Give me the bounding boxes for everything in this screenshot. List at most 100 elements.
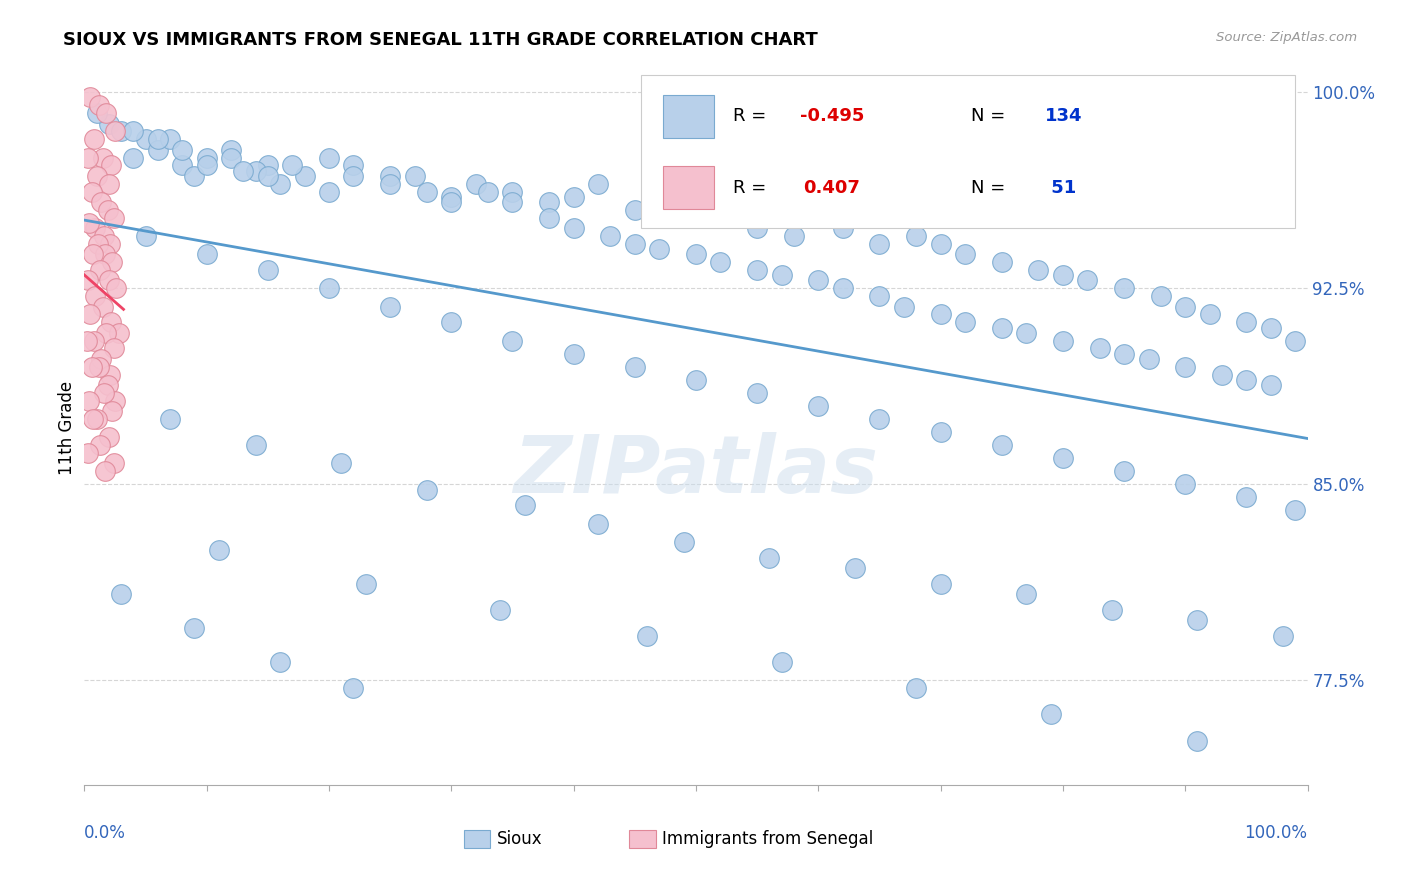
Point xyxy=(84,289,107,303)
Point xyxy=(87,236,110,251)
Point xyxy=(991,438,1014,452)
Text: N =: N = xyxy=(972,178,1011,196)
Point xyxy=(77,216,100,230)
Point xyxy=(135,132,157,146)
Point xyxy=(709,195,731,210)
FancyBboxPatch shape xyxy=(664,166,714,209)
Point xyxy=(83,132,105,146)
Point xyxy=(77,273,100,287)
Point xyxy=(489,603,512,617)
Point xyxy=(747,263,769,277)
Point xyxy=(354,576,377,591)
Point xyxy=(1236,315,1258,329)
Point xyxy=(318,185,340,199)
Point xyxy=(86,169,108,183)
Point xyxy=(90,195,112,210)
Point xyxy=(122,124,145,138)
Point xyxy=(807,273,830,287)
Point xyxy=(513,498,536,512)
Text: SIOUX VS IMMIGRANTS FROM SENEGAL 11TH GRADE CORRELATION CHART: SIOUX VS IMMIGRANTS FROM SENEGAL 11TH GR… xyxy=(63,31,818,49)
Point xyxy=(97,202,120,217)
Point xyxy=(672,534,695,549)
Point xyxy=(905,229,928,244)
Point xyxy=(1137,351,1160,366)
Point xyxy=(1076,273,1098,287)
Point xyxy=(1101,603,1123,617)
Point xyxy=(747,221,769,235)
Point xyxy=(685,247,707,261)
Point xyxy=(257,158,280,172)
Point xyxy=(599,229,621,244)
Point xyxy=(172,143,194,157)
Point xyxy=(195,151,218,165)
Point xyxy=(80,359,103,374)
Point xyxy=(477,185,499,199)
Point xyxy=(1039,707,1062,722)
Point xyxy=(929,236,952,251)
Point xyxy=(91,300,114,314)
Point xyxy=(107,326,129,340)
Point xyxy=(1284,503,1306,517)
Point xyxy=(208,542,231,557)
Y-axis label: 11th Grade: 11th Grade xyxy=(58,381,76,475)
Point xyxy=(1260,320,1282,334)
Point xyxy=(562,346,585,360)
Point xyxy=(1211,368,1233,382)
Point xyxy=(87,98,110,112)
Point xyxy=(685,211,707,225)
Point xyxy=(1088,342,1111,356)
Point xyxy=(110,124,132,138)
Point xyxy=(1015,326,1038,340)
Point xyxy=(159,132,181,146)
Point xyxy=(77,446,100,460)
FancyBboxPatch shape xyxy=(628,830,655,847)
Point xyxy=(257,169,280,183)
Point xyxy=(991,255,1014,269)
Text: Source: ZipAtlas.com: Source: ZipAtlas.com xyxy=(1216,31,1357,45)
Point xyxy=(89,263,111,277)
Point xyxy=(1174,300,1197,314)
Point xyxy=(1187,613,1209,627)
Point xyxy=(380,300,402,314)
Point xyxy=(440,195,463,210)
FancyBboxPatch shape xyxy=(641,75,1295,228)
Point xyxy=(538,195,561,210)
Point xyxy=(269,655,291,669)
Point xyxy=(104,393,127,408)
Point xyxy=(87,359,110,374)
Point xyxy=(79,308,101,322)
Point xyxy=(807,211,830,225)
Point xyxy=(953,315,976,329)
Point xyxy=(195,158,218,172)
Point xyxy=(94,247,117,261)
Text: R =: R = xyxy=(733,178,772,196)
Point xyxy=(929,576,952,591)
Point xyxy=(905,681,928,696)
Point xyxy=(636,629,658,643)
Point xyxy=(294,169,316,183)
Point xyxy=(1174,477,1197,491)
Point xyxy=(648,242,671,256)
Point xyxy=(1187,733,1209,747)
Point xyxy=(245,438,267,452)
Point xyxy=(159,412,181,426)
Point xyxy=(342,169,364,183)
Point xyxy=(86,412,108,426)
Point xyxy=(342,158,364,172)
Point xyxy=(101,255,124,269)
Point xyxy=(146,132,169,146)
Point xyxy=(416,483,439,497)
Point xyxy=(624,236,647,251)
Point xyxy=(380,177,402,191)
Point xyxy=(172,158,194,172)
Point xyxy=(1114,464,1136,478)
Point xyxy=(76,334,98,348)
Point xyxy=(122,151,145,165)
Point xyxy=(1272,629,1295,643)
Point xyxy=(86,106,108,120)
Point xyxy=(586,177,609,191)
Point xyxy=(219,143,242,157)
Point xyxy=(245,163,267,178)
Point xyxy=(893,300,915,314)
Text: -0.495: -0.495 xyxy=(800,107,865,125)
